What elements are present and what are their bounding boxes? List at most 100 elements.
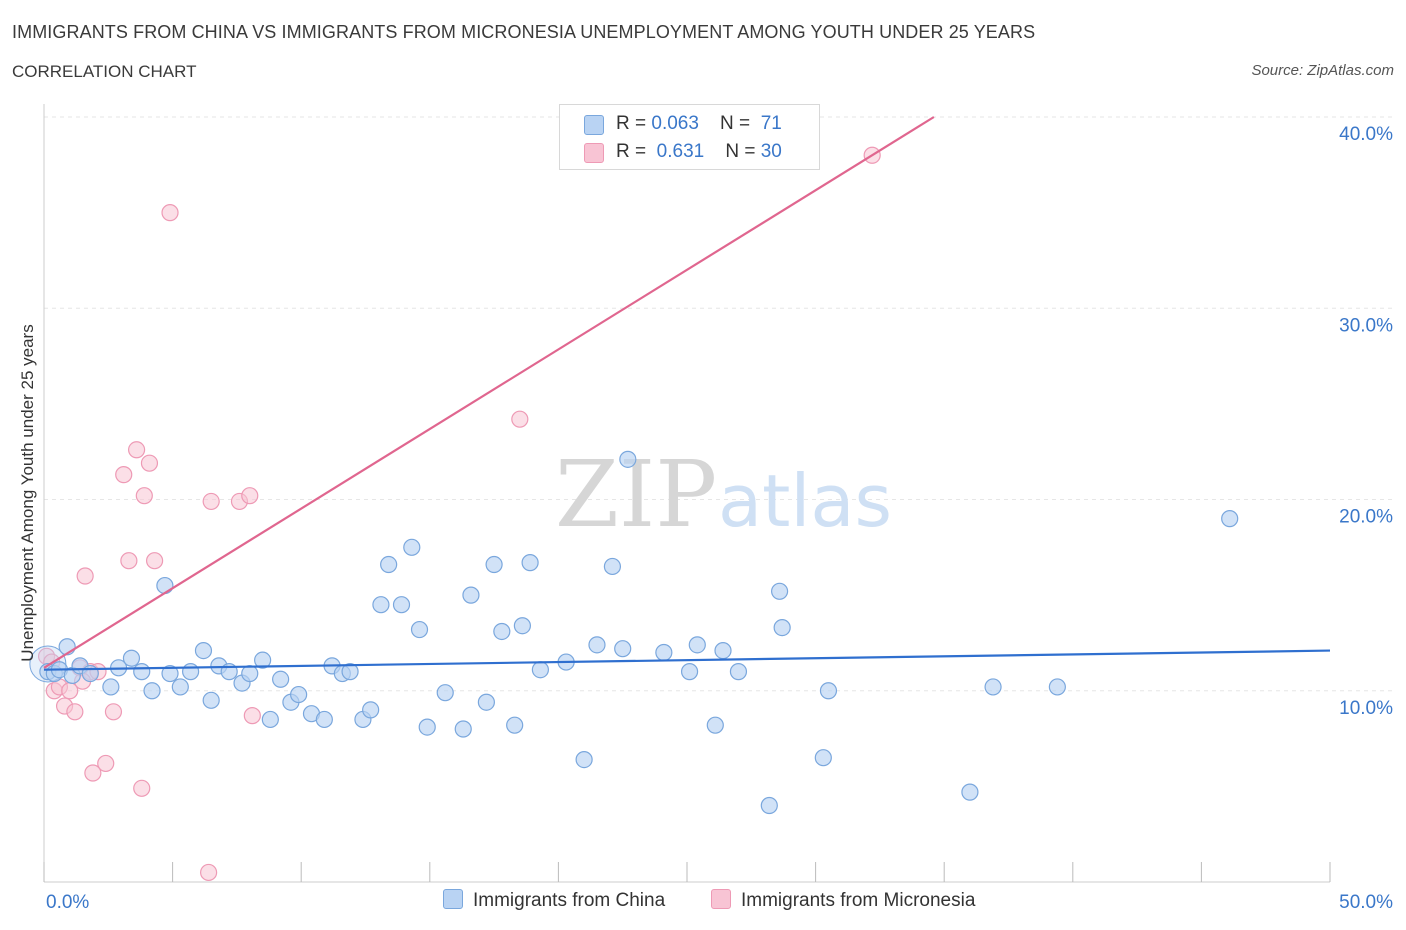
china-point [588, 636, 606, 654]
stats-legend: R = 0.063 N = 71 R = 0.631 N = 30 [559, 104, 820, 170]
china-point [688, 636, 706, 654]
r-label: R = [616, 113, 652, 134]
legend-micronesia-text: R = 0.631 N = 30 [616, 141, 782, 163]
china-point [418, 718, 436, 736]
china-legend-swatch [443, 889, 463, 909]
micronesia-point [66, 703, 84, 721]
china-points [29, 450, 1239, 815]
china-point [362, 701, 380, 719]
gridlines [44, 116, 1392, 692]
tick-labels: 10.0% 20.0% 30.0% 40.0% 0.0% 50.0% [46, 124, 1393, 913]
micronesia-point [104, 703, 123, 721]
china-point [521, 554, 539, 572]
china-point [770, 582, 789, 600]
china-point [171, 678, 189, 696]
china-point [392, 596, 411, 614]
micronesia-point [202, 492, 220, 511]
bottom-legend-micronesia[interactable]: Immigrants from Micronesia [711, 889, 975, 912]
legend-china-text: R = 0.063 N = 71 [616, 113, 782, 135]
chart-title: IMMIGRANTS FROM CHINA VS IMMIGRANTS FROM… [12, 22, 1036, 42]
china-point [760, 796, 778, 815]
n-label: N = [725, 141, 761, 162]
china-point [729, 663, 748, 681]
china-point [603, 557, 622, 576]
axes [43, 104, 1331, 883]
china-point [485, 555, 503, 574]
china-point [655, 643, 673, 662]
china-point [202, 691, 220, 709]
watermark-atlas: atlas [718, 459, 892, 543]
china-point [493, 622, 511, 641]
china-point [575, 750, 593, 769]
bottom-legend-china[interactable]: Immigrants from China [443, 889, 665, 912]
china-point [477, 693, 495, 711]
micronesia-point [140, 454, 159, 472]
micronesia-point [135, 487, 153, 505]
trend-lines [43, 116, 1331, 671]
micronesia-point [133, 779, 151, 797]
micronesia-point [243, 707, 261, 725]
n-value: 30 [760, 141, 782, 162]
micronesia-point [511, 410, 529, 428]
china-point [706, 716, 724, 734]
china-legend-label: Immigrants from China [473, 890, 666, 911]
china-point [680, 663, 699, 681]
watermark: ZIP atlas [555, 441, 892, 548]
source-label: Source: ZipAtlas.com [1251, 62, 1394, 79]
china-point [819, 682, 838, 700]
china-point [1048, 678, 1066, 696]
micronesia-point [115, 466, 133, 484]
china-point [814, 749, 832, 767]
china-point [290, 685, 308, 704]
micronesia-swatch [584, 143, 604, 163]
y-axis-title: Unemployment Among Youth under 25 years [18, 324, 37, 661]
r-value: 0.631 [656, 141, 705, 162]
china-point [261, 710, 279, 729]
micronesia-point [97, 754, 115, 773]
china-point [773, 619, 791, 637]
china-swatch [584, 115, 604, 135]
china-point [614, 640, 632, 658]
micronesia-legend-label: Immigrants from Micronesia [741, 890, 976, 911]
china-point [182, 663, 200, 681]
micronesia-point [200, 863, 218, 882]
x-tick-label: 50.0% [1339, 892, 1393, 913]
china-point [254, 651, 272, 669]
micronesia-point [145, 552, 164, 570]
china-point [619, 450, 637, 468]
china-point [380, 555, 398, 574]
china-point [372, 596, 390, 614]
micronesia-point [161, 204, 179, 222]
micronesia-point [84, 764, 102, 782]
r-label: R = [616, 141, 652, 162]
y-tick-label: 40.0% [1339, 124, 1393, 145]
china-point [506, 716, 524, 734]
y-tick-label: 10.0% [1339, 698, 1393, 719]
china-point [1221, 510, 1239, 528]
micronesia-point [120, 552, 138, 570]
china-point [436, 684, 454, 702]
china-point [984, 678, 1002, 696]
x-tick-label: 0.0% [46, 892, 89, 913]
china-point [272, 670, 290, 688]
china-point [102, 678, 120, 696]
china-point [122, 649, 141, 667]
china-point [341, 663, 359, 681]
china-point [410, 620, 429, 639]
china-point [403, 538, 421, 556]
china-point [161, 664, 179, 683]
china-point [714, 641, 732, 660]
china-point [194, 641, 213, 660]
china-point [513, 617, 531, 635]
micronesia-legend-swatch [711, 889, 731, 909]
china-point [454, 720, 472, 738]
micronesia-point [76, 567, 94, 585]
micronesia-trend-line [43, 116, 935, 669]
chart-subtitle: CORRELATION CHART [12, 62, 197, 81]
china-trend-line [43, 649, 1331, 671]
china-point [241, 664, 259, 683]
china-point [462, 586, 480, 604]
china-point [143, 682, 161, 700]
china-point [961, 783, 979, 801]
